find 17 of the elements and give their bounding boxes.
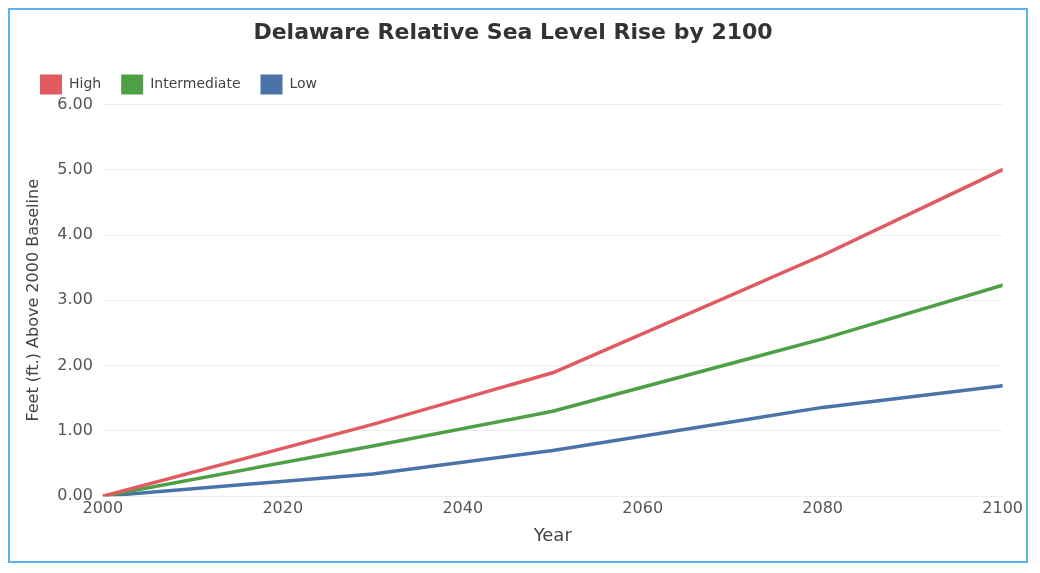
legend-label: Intermediate [150, 75, 241, 92]
y-tick-label: 6.00 [57, 93, 93, 113]
x-tick-label: 2060 [622, 497, 664, 517]
y-tick-label: 2.00 [57, 354, 93, 374]
legend-label: Low [289, 75, 318, 92]
y-tick-label: 5.00 [57, 158, 93, 178]
x-tick-label: 2040 [442, 497, 484, 517]
y-tick-label: 4.00 [57, 224, 93, 244]
x-tick-label: 2020 [262, 497, 304, 517]
x-tick-label: 2080 [802, 497, 844, 517]
chart-title: Delaware Relative Sea Level Rise by 2100 [253, 18, 773, 44]
x-axis-title: Year [532, 523, 573, 545]
legend-label: High [69, 75, 102, 92]
y-axis-title: Feet (ft.) Above 2000 Baseline [22, 179, 42, 422]
x-tick-label: 2100 [982, 497, 1023, 517]
y-tick-label: 3.00 [57, 289, 93, 309]
y-tick-label: 1.00 [57, 420, 93, 440]
